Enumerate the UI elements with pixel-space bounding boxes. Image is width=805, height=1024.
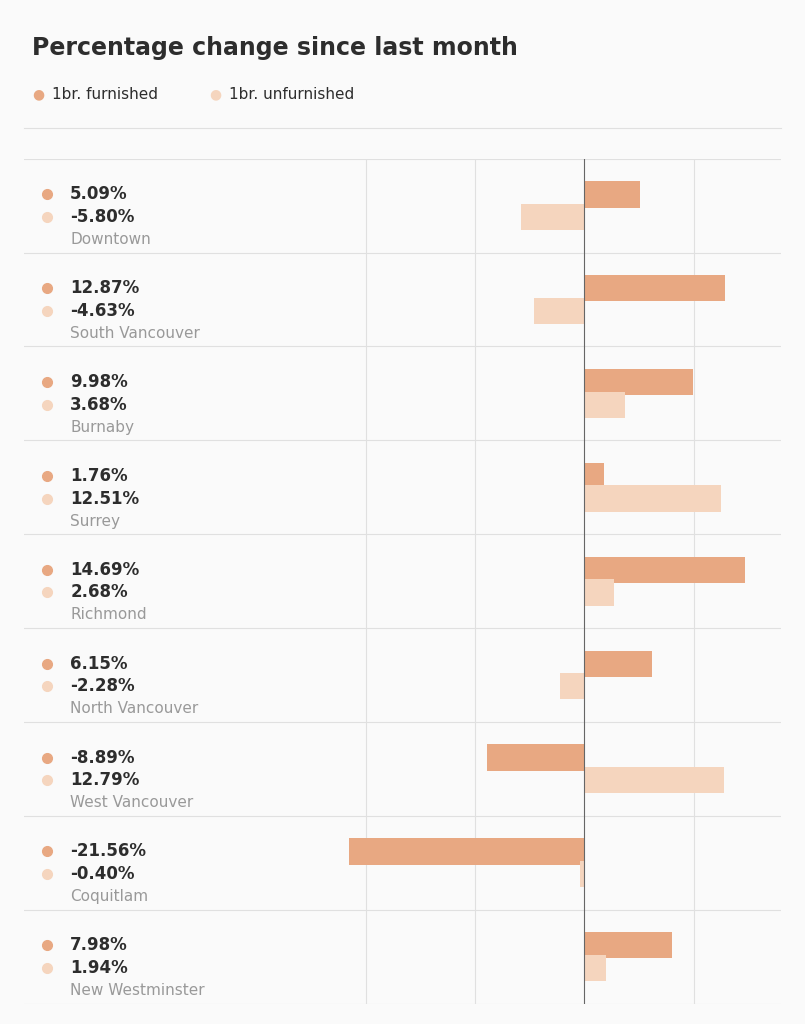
Bar	[584, 369, 693, 395]
Text: Percentage change since last month: Percentage change since last month	[32, 36, 518, 59]
Text: 12.79%: 12.79%	[70, 771, 139, 790]
Bar	[534, 298, 584, 324]
Bar	[584, 932, 671, 958]
Bar	[584, 275, 724, 301]
Text: South Vancouver: South Vancouver	[70, 326, 200, 341]
Text: -21.56%: -21.56%	[70, 843, 147, 860]
Bar	[584, 485, 721, 512]
Text: Coquitlam: Coquitlam	[70, 889, 148, 904]
Text: New Westminster: New Westminster	[70, 983, 204, 997]
Text: Burnaby: Burnaby	[70, 420, 134, 434]
Bar	[521, 204, 584, 230]
Text: ●: ●	[209, 87, 221, 101]
Text: 1.94%: 1.94%	[70, 958, 128, 977]
Text: North Vancouver: North Vancouver	[70, 701, 198, 716]
Text: 1br. furnished: 1br. furnished	[52, 87, 159, 101]
Text: 5.09%: 5.09%	[70, 185, 128, 204]
Bar	[584, 557, 745, 583]
Bar	[584, 650, 651, 677]
Text: -2.28%: -2.28%	[70, 677, 134, 695]
Text: Richmond: Richmond	[70, 607, 147, 623]
Text: 1.76%: 1.76%	[70, 467, 128, 485]
Text: 9.98%: 9.98%	[70, 373, 128, 391]
Bar	[488, 744, 584, 771]
Text: Downtown: Downtown	[70, 232, 151, 247]
Text: -5.80%: -5.80%	[70, 208, 134, 226]
Text: -0.40%: -0.40%	[70, 865, 134, 883]
Bar	[559, 673, 584, 699]
Bar	[584, 181, 640, 208]
Bar	[580, 861, 584, 887]
Text: 3.68%: 3.68%	[70, 395, 128, 414]
Bar	[584, 580, 613, 605]
Text: 6.15%: 6.15%	[70, 654, 128, 673]
Text: -4.63%: -4.63%	[70, 302, 134, 319]
Bar	[584, 391, 625, 418]
Text: West Vancouver: West Vancouver	[70, 796, 193, 810]
Bar	[584, 463, 604, 489]
Bar	[584, 954, 605, 981]
Text: 14.69%: 14.69%	[70, 561, 139, 579]
Text: 12.87%: 12.87%	[70, 280, 139, 297]
Text: ●: ●	[32, 87, 44, 101]
Text: 7.98%: 7.98%	[70, 936, 128, 954]
Bar	[584, 767, 724, 794]
Text: Surrey: Surrey	[70, 514, 120, 528]
Text: 2.68%: 2.68%	[70, 584, 128, 601]
Text: -8.89%: -8.89%	[70, 749, 134, 767]
Bar	[349, 839, 584, 864]
Text: 1br. unfurnished: 1br. unfurnished	[229, 87, 355, 101]
Text: 12.51%: 12.51%	[70, 489, 139, 508]
